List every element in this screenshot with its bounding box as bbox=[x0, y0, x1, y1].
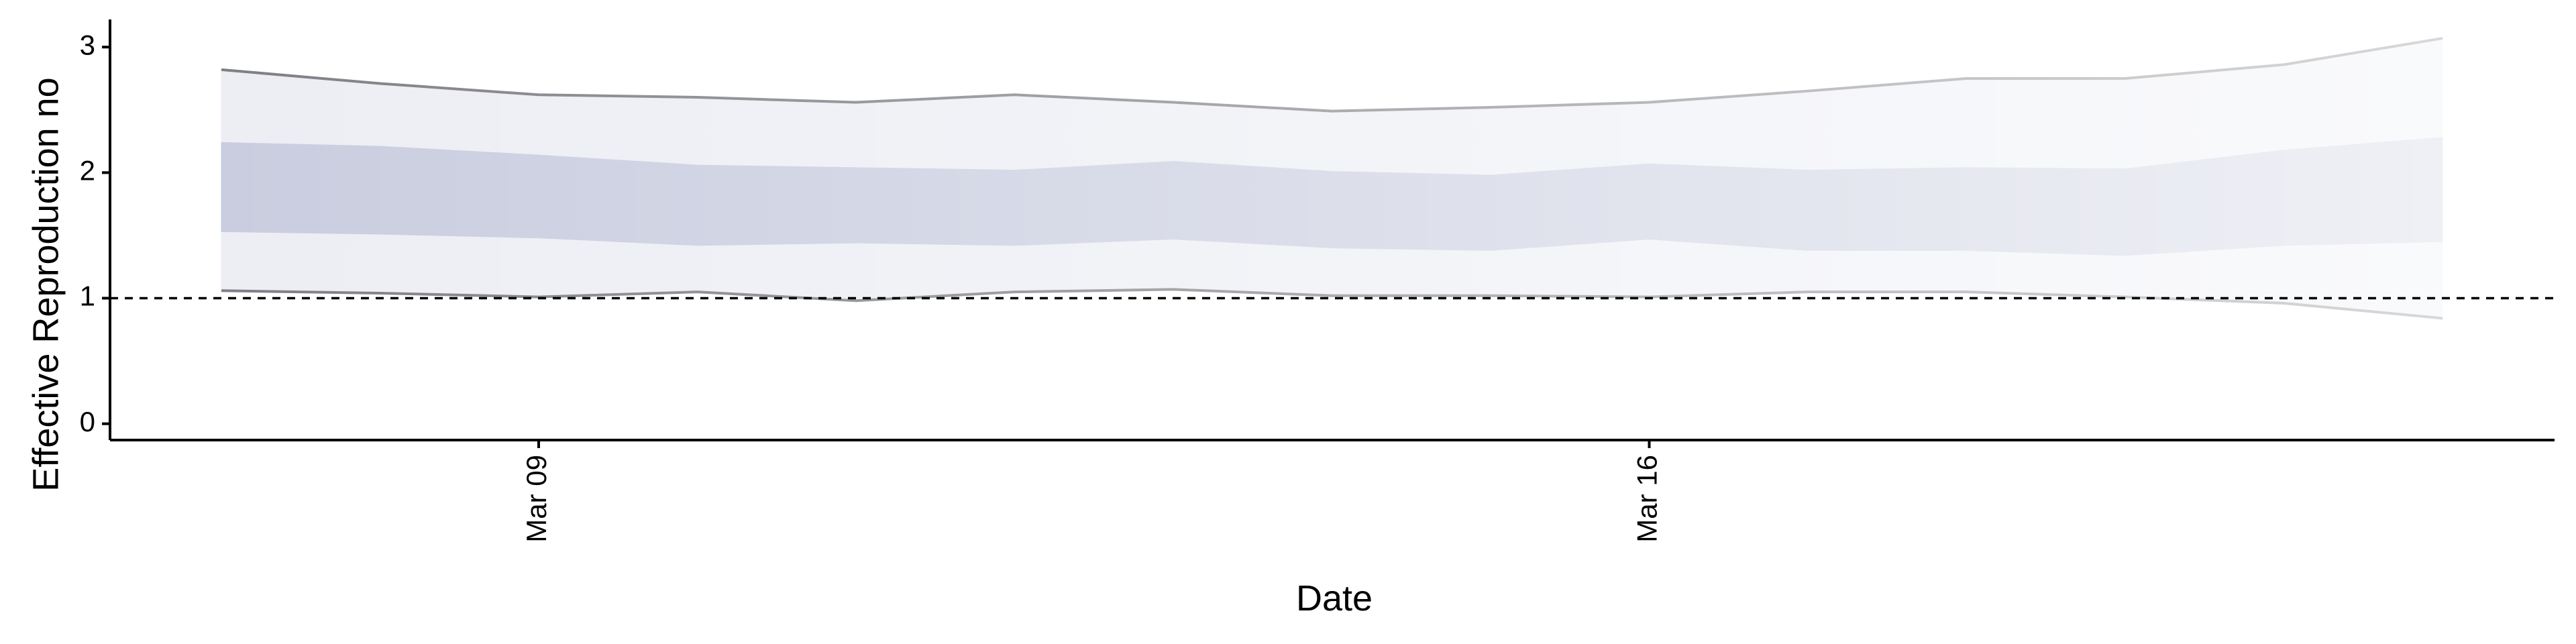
fade-overlay bbox=[220, 19, 2444, 440]
y-tick-label: 2 bbox=[80, 154, 95, 186]
x-tick-label: Mar 09 bbox=[521, 455, 552, 543]
y-tick-label: 1 bbox=[80, 280, 95, 312]
x-tick-label: Mar 16 bbox=[1631, 455, 1663, 543]
y-tick-label: 0 bbox=[80, 406, 95, 437]
y-axis-title: Effective Reproduction no bbox=[25, 77, 66, 491]
plot-area: 0 1 2 3 Mar 09 Mar 16 bbox=[80, 19, 2555, 543]
y-tick-label: 3 bbox=[80, 29, 95, 60]
x-axis-title: Date bbox=[1296, 578, 1373, 619]
